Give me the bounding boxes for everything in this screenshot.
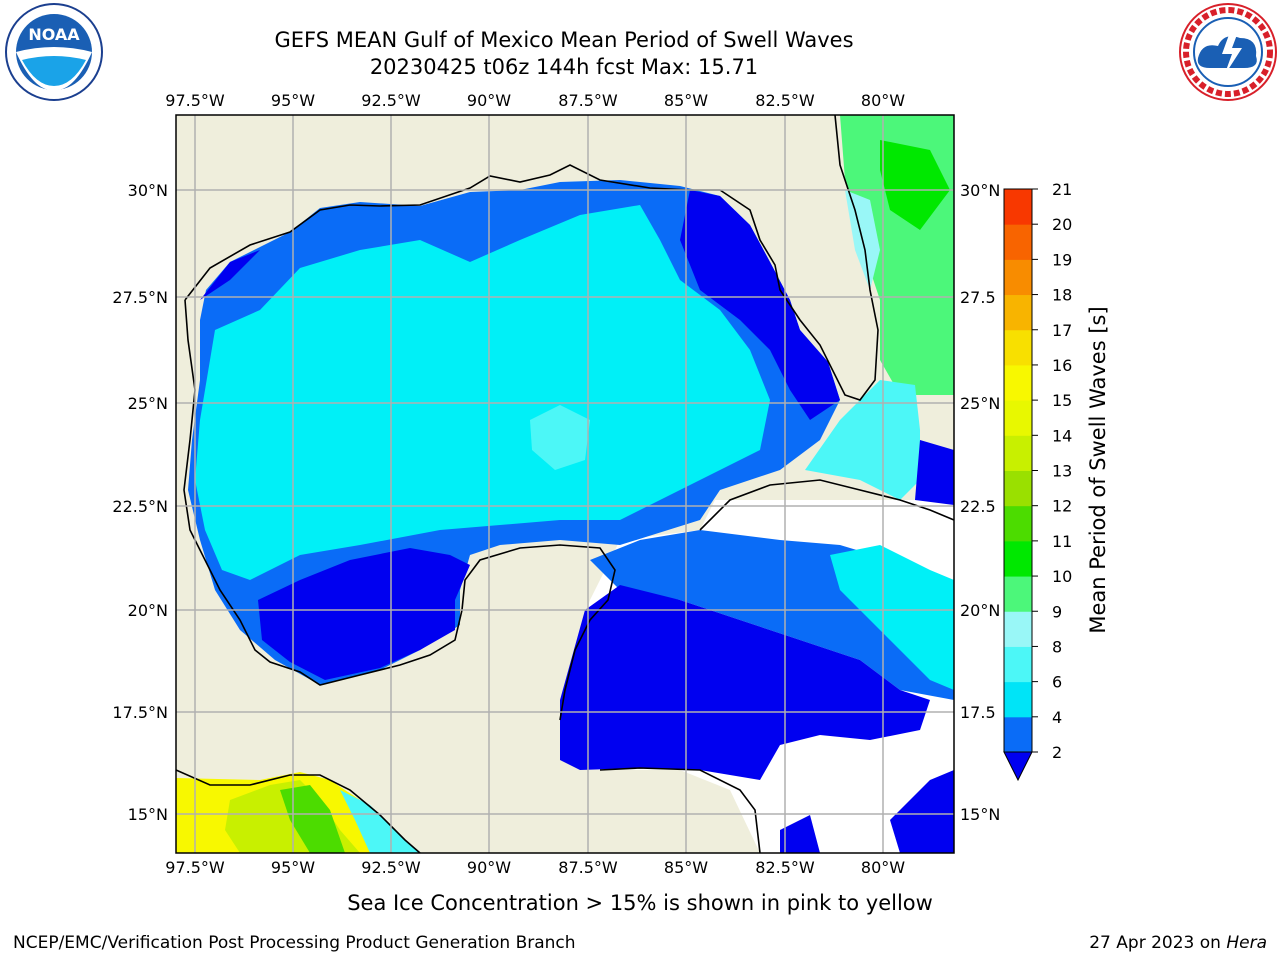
colorbar-segment <box>1004 681 1032 718</box>
lat-label: 27.5°N <box>112 288 168 307</box>
colorbar-tick-label: 14 <box>1052 426 1072 445</box>
lon-label: 87.5°W <box>558 858 618 877</box>
map-plot-area <box>176 115 954 853</box>
colorbar-tick-label: 10 <box>1052 567 1072 586</box>
producer-credit: NCEP/EMC/Verification Post Processing Pr… <box>13 933 576 953</box>
colorbar-under-extension <box>1003 751 1033 782</box>
colorbar-segment <box>1004 329 1032 366</box>
generation-date: 27 Apr 2023 on Hera <box>1089 933 1267 953</box>
carib-deep-blue-se <box>890 770 954 853</box>
gulf-deep-blue-nw <box>200 250 260 300</box>
atlantic-band-10-11 <box>880 140 950 230</box>
lon-label: 87.5°W <box>558 91 618 110</box>
colorbar-tick-label: 8 <box>1052 637 1062 656</box>
lat-label: 22.5°N <box>112 497 168 516</box>
lat-label: 20°N <box>960 601 1000 620</box>
lat-label: 30°N <box>128 181 168 200</box>
lon-label: 90°W <box>467 91 511 110</box>
lon-labels-bottom: 97.5°W 95°W 92.5°W 90°W 87.5°W 85°W 82.5… <box>165 858 905 877</box>
map-frame <box>175 114 955 854</box>
colorbar-segment <box>1004 259 1032 296</box>
colorbar: 2 4 6 8 9 10 11 12 13 14 15 16 17 18 19 20 21 <box>1003 180 1072 782</box>
colorbar-tick-label: 9 <box>1052 602 1062 621</box>
carib-deep-blue <box>560 585 930 780</box>
sea-ice-note: Sea Ice Concentration > 15% is shown in … <box>347 891 933 915</box>
lat-label: 17.5 <box>960 703 996 722</box>
colorbar-segment <box>1004 294 1032 331</box>
generation-date-text: 27 Apr 2023 on <box>1089 933 1221 953</box>
colorbar-tick-label: 4 <box>1052 708 1062 727</box>
colorbar-segment <box>1004 576 1032 612</box>
lon-labels-top: 97.5°W 95°W 92.5°W 90°W 87.5°W 85°W 82.5… <box>165 91 905 110</box>
colorbar-tick-label: 11 <box>1052 532 1072 551</box>
colorbar-segment <box>1004 364 1032 401</box>
colorbar-tick-label: 20 <box>1052 215 1072 234</box>
colorbar-tick-label: 2 <box>1052 743 1062 762</box>
carib-deep-blue-spot <box>780 815 820 853</box>
pacific-band-11-12 <box>280 785 345 853</box>
colorbar-tick-label: 18 <box>1052 286 1072 305</box>
colorbar-segment <box>1004 400 1032 436</box>
map-graticule <box>176 115 954 853</box>
colorbar-segment <box>1004 540 1032 577</box>
colorbar-tick-label: 6 <box>1052 673 1062 692</box>
lat-label: 15°N <box>960 805 1000 824</box>
lat-label: 25°N <box>960 394 1000 413</box>
lat-label: 22.5 <box>960 497 996 516</box>
lat-label: 15°N <box>128 805 168 824</box>
colorbar-tick-label: 21 <box>1052 180 1072 199</box>
gulf-deep-blue-east <box>680 190 840 420</box>
colorbar-tick-label: 16 <box>1052 356 1072 375</box>
lat-label: 27.5 <box>960 288 996 307</box>
colorbar-tick-label: 19 <box>1052 250 1072 269</box>
colorbar-label: Mean Period of Swell Waves [s] <box>1086 306 1110 634</box>
colorbar-segment <box>1004 646 1032 683</box>
lat-labels-right: 30°N 27.5 25°N 22.5 20°N 17.5 15°N <box>960 181 1000 824</box>
lon-label: 97.5°W <box>165 858 225 877</box>
colorbar-segment <box>1004 435 1032 471</box>
noaa-logo-text: NOAA <box>28 25 80 44</box>
lon-label: 92.5°W <box>361 91 421 110</box>
nws-logo <box>1179 3 1277 101</box>
colorbar-tick-label: 15 <box>1052 391 1072 410</box>
colorbar-tick-label: 17 <box>1052 321 1072 340</box>
carib-band-4-6 <box>830 545 954 690</box>
gulf-band-6-8 <box>530 405 590 470</box>
colorbar-segment <box>1004 611 1032 647</box>
colorbar-segment <box>1004 470 1032 507</box>
lon-label: 82.5°W <box>755 858 815 877</box>
lon-label: 80°W <box>861 91 905 110</box>
host-name: Hera <box>1226 933 1267 953</box>
lon-label: 90°W <box>467 858 511 877</box>
chart-subtitle: 20230425 t06z 144h fcst Max: 15.71 <box>369 55 759 79</box>
chart-title: GEFS MEAN Gulf of Mexico Mean Period of … <box>274 28 854 52</box>
lat-labels-left: 30°N 27.5°N 25°N 22.5°N 20°N 17.5°N 15°N <box>112 181 168 824</box>
pacific-band-6-8 <box>340 790 420 853</box>
colorbar-tick-label: 12 <box>1052 497 1072 516</box>
lat-label: 25°N <box>128 394 168 413</box>
lat-label: 30°N <box>960 181 1000 200</box>
lon-label: 80°W <box>861 858 905 877</box>
noaa-logo: NOAA <box>5 3 103 101</box>
lon-label: 95°W <box>271 91 315 110</box>
colorbar-segment <box>1004 224 1032 260</box>
lon-label: 82.5°W <box>755 91 815 110</box>
gulf-deep-blue-south <box>258 548 470 680</box>
straits-deep-blue <box>915 440 954 505</box>
lon-label: 85°W <box>664 858 708 877</box>
straits-band-6-8 <box>805 380 920 500</box>
colorbar-segment <box>1004 505 1032 542</box>
colorbar-segment <box>1004 716 1032 753</box>
lon-label: 92.5°W <box>361 858 421 877</box>
lon-label: 97.5°W <box>165 91 225 110</box>
lon-label: 85°W <box>664 91 708 110</box>
lat-label: 17.5°N <box>112 703 168 722</box>
gulf-band-4-6 <box>195 205 770 580</box>
lon-label: 95°W <box>271 858 315 877</box>
lat-label: 20°N <box>128 601 168 620</box>
colorbar-segment <box>1004 189 1032 225</box>
colorbar-tick-label: 13 <box>1052 462 1072 481</box>
